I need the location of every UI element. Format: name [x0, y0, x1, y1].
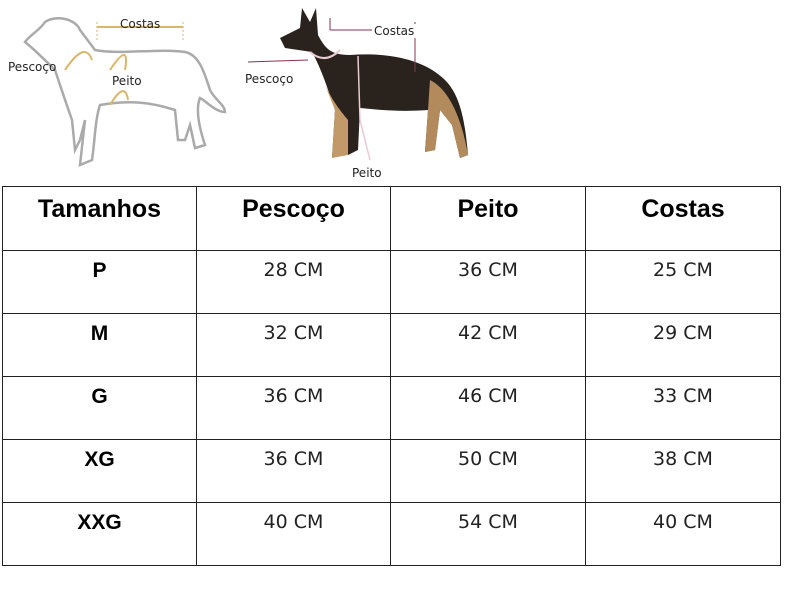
back-cell: 25 CM — [585, 250, 781, 314]
header-neck: Pescoço — [196, 186, 391, 251]
left-neck-label: Pescoço — [8, 60, 57, 74]
back-cell: 33 CM — [585, 376, 781, 440]
size-table: Tamanhos Pescoço Peito Costas P 28 CM 36… — [2, 186, 781, 566]
left-back-label: Costas — [120, 17, 161, 31]
left-chest-label: Peito — [112, 74, 142, 88]
chest-cell: 50 CM — [390, 439, 586, 503]
neck-cell: 36 CM — [196, 376, 391, 440]
size-cell: XG — [2, 439, 197, 503]
neck-cell: 36 CM — [196, 439, 391, 503]
neck-cell: 28 CM — [196, 250, 391, 314]
header-chest: Peito — [390, 186, 586, 251]
table-row: G 36 CM 46 CM 33 CM — [2, 376, 781, 440]
header-back: Costas — [585, 186, 781, 251]
dog-outline-illustration — [23, 17, 227, 167]
table-row: P 28 CM 36 CM 25 CM — [2, 250, 781, 314]
size-cell: XXG — [2, 502, 197, 566]
table-header-row: Tamanhos Pescoço Peito Costas — [2, 186, 781, 251]
back-cell: 40 CM — [585, 502, 781, 566]
table-row: XXG 40 CM 54 CM 40 CM — [2, 502, 781, 566]
back-cell: 38 CM — [585, 439, 781, 503]
german-shepherd-photo — [247, 8, 468, 161]
chest-cell: 36 CM — [390, 250, 586, 314]
chest-cell: 42 CM — [390, 313, 586, 377]
right-chest-label: Peito — [352, 166, 382, 180]
back-cell: 29 CM — [585, 313, 781, 377]
right-neck-label: Pescoço — [245, 72, 294, 86]
neck-cell: 40 CM — [196, 502, 391, 566]
size-cell: M — [2, 313, 197, 377]
size-cell: G — [2, 376, 197, 440]
neck-cell: 32 CM — [196, 313, 391, 377]
chest-cell: 54 CM — [390, 502, 586, 566]
header-sizes: Tamanhos — [2, 186, 197, 251]
chest-cell: 46 CM — [390, 376, 586, 440]
size-cell: P — [2, 250, 197, 314]
table-row: M 32 CM 42 CM 29 CM — [2, 313, 781, 377]
table-row: XG 36 CM 50 CM 38 CM — [2, 439, 781, 503]
right-back-label: Costas — [372, 24, 417, 38]
